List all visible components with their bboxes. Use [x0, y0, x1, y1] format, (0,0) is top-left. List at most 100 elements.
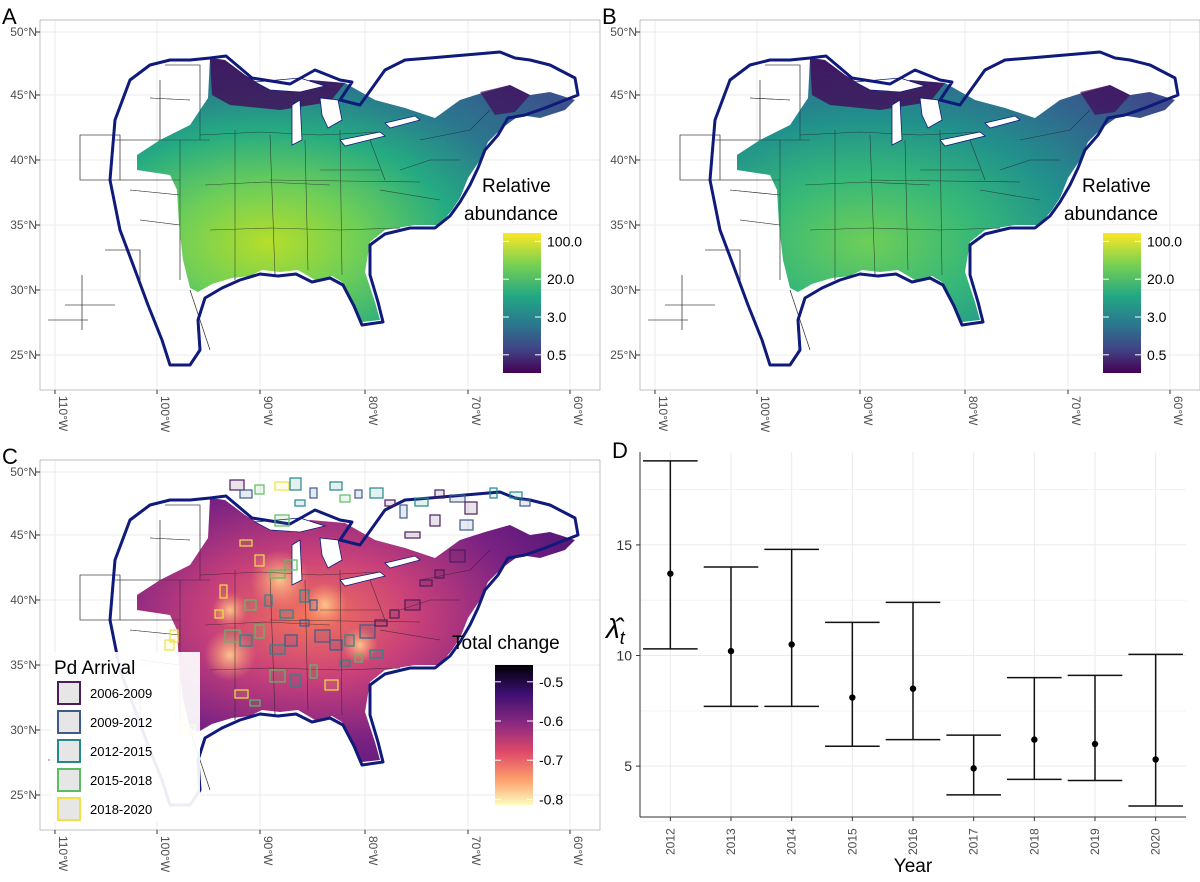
lon-tick-label: 80°W [366, 396, 380, 426]
x-axis-title: Year [894, 856, 933, 877]
pd-county-outline [429, 514, 441, 527]
pd-arrival-outlines [164, 477, 531, 735]
lat-tick-label: 40°N [610, 153, 637, 167]
legend-tick-label: 0.5 [1147, 347, 1167, 363]
errorbar-2013 [703, 566, 759, 708]
plot-frame [39, 459, 601, 831]
legend-title: Total change [452, 633, 560, 654]
pd-county-outline [214, 609, 224, 619]
point-estimate [1152, 756, 1159, 763]
pd-county-outline [489, 487, 498, 499]
point-estimate [849, 694, 856, 701]
point-estimate [1091, 740, 1099, 748]
x-tick-label: 2019 [1088, 828, 1102, 855]
northern-low-abundance [210, 58, 345, 110]
point-estimate [970, 765, 977, 772]
lon-tick-label: 60°W [571, 396, 585, 426]
pd-county-outline [344, 634, 355, 647]
lat-tick-label: 25°N [610, 348, 637, 362]
x-tick-label: 2018 [1027, 828, 1041, 855]
lat-tick-label: 25°N [10, 788, 37, 802]
plot-frame [39, 19, 601, 391]
y-axis-title: λ̂t [604, 613, 626, 648]
pd-county-outline [239, 634, 253, 647]
pd-county-outline [234, 689, 249, 699]
lat-tick-label: 30°N [610, 283, 637, 297]
lat-tick-label: 30°N [10, 283, 37, 297]
lon-tick-label: 90°W [861, 396, 875, 426]
pd-county-outline [244, 599, 257, 611]
northeast-low-abundance [480, 85, 530, 115]
legend-title-line-2: abundance [1064, 204, 1158, 225]
lon-tick-label: 70°W [469, 836, 483, 866]
pd-county-outline [339, 659, 351, 667]
pd-legend-title: Pd Arrival [54, 658, 135, 679]
pd-county-outline [219, 584, 228, 599]
x-tick-label: 2015 [845, 828, 859, 855]
pd-county-outline [254, 554, 265, 567]
lon-tick-label: 90°W [261, 836, 275, 866]
lat-tick-label: 50°N [10, 25, 37, 39]
pd-county-outline [274, 514, 290, 527]
pd-county-outline [354, 489, 363, 499]
point-estimate [1031, 736, 1038, 743]
pd-county-outline [339, 494, 351, 503]
pd-county-outline [249, 699, 261, 707]
pd-county-outline [404, 531, 421, 539]
errorbar-2020 [1128, 653, 1183, 807]
pd-county-outline [269, 669, 286, 683]
lat-tick-label: 50°N [610, 25, 637, 39]
pd-county-outline [374, 619, 388, 627]
pd-legend-swatch [57, 797, 81, 821]
pd-county-outline [314, 629, 331, 643]
pd-county-outline [239, 539, 253, 547]
lon-tick-label: 60°W [1171, 396, 1185, 426]
legend-colorbar [1103, 233, 1141, 373]
lat-tick-label: 35°N [610, 218, 637, 232]
legend-tick-label: 0.5 [547, 347, 567, 363]
legend-title-line-2: abundance [464, 204, 558, 225]
legend-tick-label: 3.0 [1147, 309, 1167, 325]
pd-county-outline [369, 487, 384, 499]
x-tick-label: 2013 [724, 828, 738, 855]
lon-tick-label: 110°W [656, 396, 670, 432]
errorbar-2015 [825, 621, 880, 747]
pd-legend-label: 2006-2009 [90, 686, 152, 701]
pd-county-outline [254, 624, 265, 639]
pd-legend-label: 2015-2018 [90, 773, 152, 788]
pd-county-outline [404, 599, 421, 611]
decline-hotspot [303, 583, 347, 627]
x-tick-label: 2016 [906, 828, 920, 855]
lat-tick-label: 25°N [10, 348, 37, 362]
legend-tick-label: -0.6 [539, 713, 563, 729]
pd-county-outline [389, 609, 400, 619]
pd-county-outline [264, 594, 273, 607]
legend-tick-label: 100.0 [547, 233, 582, 249]
color-legend: Relative abundance 100.0 20.0 3.0 0.5 [464, 176, 582, 373]
pd-legend-swatch [57, 681, 81, 705]
legend-title: Relative [1082, 176, 1151, 197]
legend-tick-label: 3.0 [547, 309, 567, 325]
x-tick-label: 2020 [1149, 828, 1163, 855]
pd-county-outline [369, 649, 384, 659]
decline-hotspot [342, 627, 378, 663]
lat-tick-label: 40°N [10, 593, 37, 607]
point-estimate [788, 641, 795, 648]
lon-tick-label: 100°W [158, 396, 172, 433]
legend-tick-label: -0.5 [539, 674, 563, 690]
legend-tick-label: 20.0 [1147, 271, 1174, 287]
pd-county-outline [359, 624, 376, 639]
decline-hotspot [212, 592, 248, 628]
map-panel-a: A50°N 45°N 40°N 35°N 30°N 25°N 110°W 100°W 90°W 8… [2, 4, 601, 433]
pd-legend-swatch [57, 710, 81, 734]
pd-county-outline [419, 579, 433, 587]
chart-panel-d: D 5 10 15 2012 2013 2014 2015 2016 2017 2018 2019 20… [604, 438, 1186, 877]
legend-tick-label: -0.7 [539, 752, 563, 768]
errorbar-2014 [764, 548, 819, 708]
pd-county-outline [434, 569, 445, 579]
point-estimate [667, 570, 674, 577]
point-estimate [727, 647, 735, 655]
pd-county-outline [434, 489, 445, 499]
pd-county-outline [269, 644, 286, 655]
